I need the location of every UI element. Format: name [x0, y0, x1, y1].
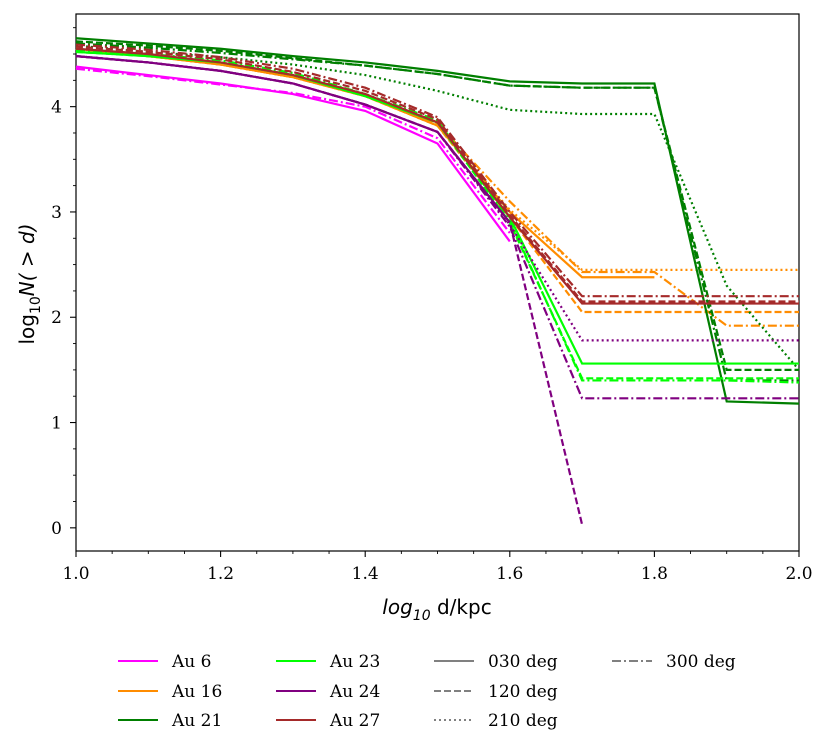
x-axis-title-rest: d/kpc	[431, 595, 492, 619]
series-line-au-24-300-deg	[75, 55, 799, 400]
series-line-au-16-300-deg	[75, 47, 799, 327]
series-line-au-27-030-deg	[75, 47, 799, 305]
x-axis-title-main: log	[382, 595, 413, 619]
x-axis-title-sub: 10	[413, 608, 431, 624]
series-line-au-21-300-deg	[75, 42, 799, 382]
series-layer	[75, 37, 800, 525]
legend-label-au-21: Au 21	[171, 711, 222, 731]
plot-frame	[75, 13, 800, 552]
legend-label-au-27: Au 27	[329, 711, 380, 731]
x-tick-label: 1.4	[352, 564, 379, 584]
legend-label-300-deg: 300 deg	[666, 652, 736, 672]
y-axis-title-sub: 10	[28, 296, 44, 314]
legend-label-030-deg: 030 deg	[488, 652, 558, 672]
legend-label-au-6: Au 6	[171, 652, 211, 672]
y-axis-title: log10N( > d)	[15, 223, 44, 344]
legend-label-210-deg: 210 deg	[488, 711, 558, 731]
x-tick-label: 1.6	[496, 564, 523, 584]
legend-label-au-24: Au 24	[329, 682, 380, 702]
x-axis-title: log10 d/kpc	[382, 595, 491, 624]
ticks-layer: 1.0 1.2 1.4 1.6 1.8 2.0 0 1 2 3 4	[51, 27, 813, 584]
y-tick-label: 3	[51, 203, 62, 223]
series-line-au-27-300-deg	[75, 43, 799, 298]
y-tick-label: 4	[51, 98, 62, 118]
legend: Au 6 Au 16 Au 21 Au 23 Au 24 Au 27 030 deg 120 …	[100, 640, 764, 742]
x-tick-label: 1.2	[207, 564, 234, 584]
x-tick-label: 2.0	[785, 564, 812, 584]
y-tick-label: 1	[51, 414, 62, 434]
legend-label-au-16: Au 16	[171, 682, 222, 702]
x-tick-label: 1.0	[62, 564, 89, 584]
legend-label-120-deg: 120 deg	[488, 682, 558, 702]
series-line-au-27-120-deg	[75, 45, 799, 303]
series-line-au-6-300-deg	[75, 67, 511, 234]
x-tick-label: 1.8	[641, 564, 668, 584]
y-axis-title-rest: N( > d)	[15, 223, 39, 296]
y-tick-label: 2	[51, 308, 62, 328]
y-axis-title-main: log	[15, 314, 39, 345]
legend-label-au-23: Au 23	[329, 652, 380, 672]
legend-frame	[100, 640, 764, 742]
y-tick-label: 0	[51, 519, 62, 539]
